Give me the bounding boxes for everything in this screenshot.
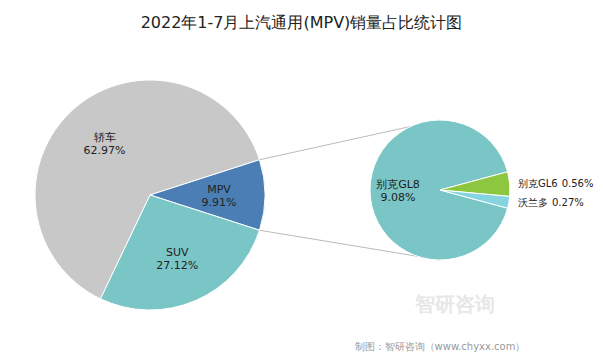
pie — [370, 120, 510, 260]
title: 2022年1-7月上汽通用(MPV)销量占比统计图 — [141, 13, 463, 32]
label-category: MPV — [207, 183, 231, 196]
data-label: 别克GL89.08% — [376, 178, 420, 204]
labels: 轿车62.97% MPV9.91% SUV27.12% — [84, 131, 237, 272]
slice — [440, 190, 510, 208]
label-value: 0.27% — [552, 197, 584, 208]
data-label: 轿车62.97% — [84, 131, 126, 157]
data-label: 别克GL6 0.56% — [518, 178, 593, 189]
label-category: 轿车 — [94, 131, 116, 144]
label-category: 沃兰多 — [518, 197, 548, 208]
data-label: 沃兰多 0.27% — [518, 197, 584, 208]
pie — [35, 80, 265, 310]
slice — [101, 195, 260, 310]
footer: 制图：智研咨询（www.chyxx.com） — [355, 341, 526, 352]
labels: 别克GL89.08% 别克GL6 0.56% 沃兰多 0.27% — [376, 178, 593, 208]
label-value: 9.91% — [202, 196, 237, 209]
label-value: 0.56% — [562, 178, 594, 189]
label-category: 别克GL8 — [376, 178, 420, 191]
watermark: 智研咨询 — [414, 292, 495, 316]
label-value: 27.12% — [156, 259, 198, 272]
label-category: 别克GL6 — [518, 178, 558, 189]
data-label: SUV27.12% — [156, 246, 198, 272]
chart: 2022年1-7月上汽通用(MPV)销量占比统计图轿车62.97% MPV9.91… — [0, 0, 603, 361]
label-category: SUV — [166, 246, 189, 259]
data-label: MPV9.91% — [202, 183, 237, 209]
label-value: 62.97% — [84, 144, 126, 157]
label-value: 9.08% — [381, 191, 416, 204]
